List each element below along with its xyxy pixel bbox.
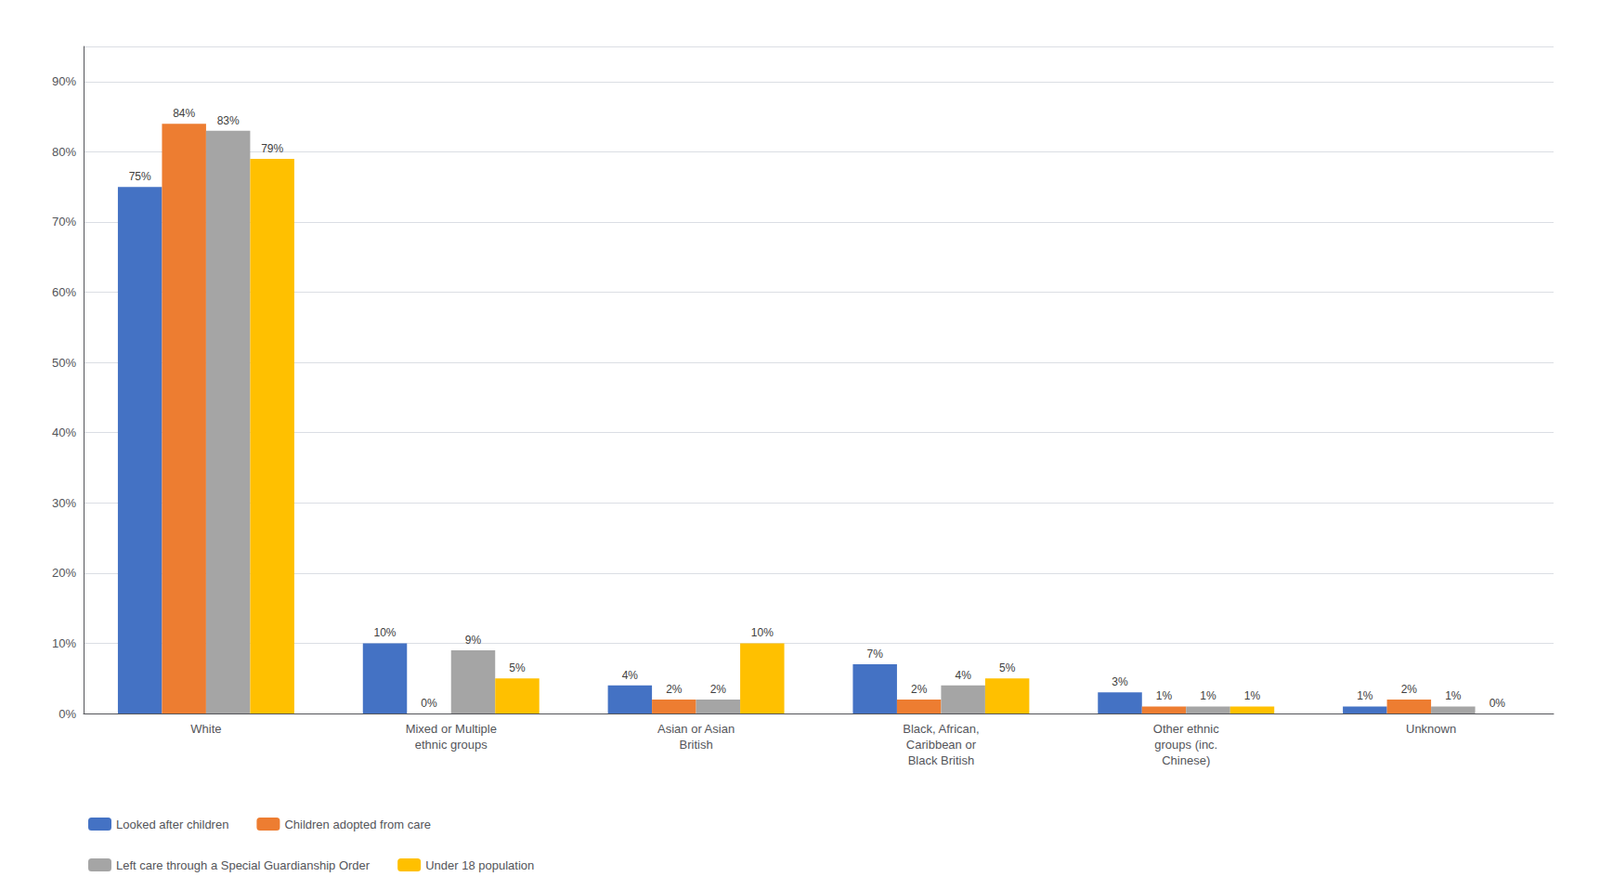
svg-text:1%: 1% (1356, 689, 1374, 703)
svg-text:79%: 79% (260, 142, 284, 156)
svg-text:Looked after children: Looked after children (116, 817, 229, 832)
svg-text:2%: 2% (665, 682, 683, 696)
svg-text:5%: 5% (508, 661, 526, 675)
svg-text:Mixed or Multiple: Mixed or Multiple (405, 721, 497, 736)
svg-text:83%: 83% (217, 114, 240, 128)
svg-text:50%: 50% (52, 355, 77, 370)
svg-text:80%: 80% (52, 144, 77, 159)
svg-text:Unknown: Unknown (1405, 721, 1457, 736)
svg-text:5%: 5% (999, 661, 1016, 675)
svg-text:1%: 1% (1244, 689, 1262, 703)
svg-text:20%: 20% (52, 565, 77, 580)
svg-text:10%: 10% (52, 636, 77, 651)
svg-text:Asian or Asian: Asian or Asian (657, 721, 735, 736)
svg-text:2%: 2% (710, 682, 728, 696)
svg-text:Children adopted from care: Children adopted from care (284, 817, 431, 832)
svg-text:Caribbean or: Caribbean or (906, 737, 977, 752)
svg-text:40%: 40% (52, 425, 77, 440)
svg-text:84%: 84% (172, 106, 196, 120)
svg-text:2%: 2% (910, 682, 928, 696)
svg-text:Black British: Black British (908, 753, 976, 768)
svg-text:Other ethnic: Other ethnic (1153, 721, 1220, 736)
svg-text:0%: 0% (58, 706, 77, 721)
svg-text:White: White (190, 721, 222, 736)
svg-text:3%: 3% (1111, 675, 1129, 689)
svg-text:4%: 4% (954, 668, 972, 682)
svg-text:0%: 0% (1489, 696, 1507, 710)
svg-text:60%: 60% (52, 285, 77, 300)
svg-text:2%: 2% (1401, 682, 1418, 696)
svg-text:Chinese): Chinese) (1161, 753, 1210, 768)
svg-text:10%: 10% (751, 625, 774, 639)
svg-text:1%: 1% (1444, 689, 1462, 703)
svg-text:75%: 75% (129, 169, 152, 183)
svg-text:9%: 9% (465, 633, 482, 647)
svg-text:ethnic groups: ethnic groups (415, 737, 489, 752)
svg-text:Black, African,: Black, African, (902, 721, 979, 736)
svg-text:Under 18 population: Under 18 population (425, 858, 534, 872)
svg-text:90%: 90% (52, 74, 77, 89)
svg-text:groups (inc.: groups (inc. (1154, 737, 1218, 752)
svg-text:7%: 7% (867, 647, 885, 661)
svg-text:1%: 1% (1199, 689, 1217, 703)
svg-text:British: British (679, 737, 714, 752)
svg-text:0%: 0% (420, 696, 438, 710)
svg-text:70%: 70% (52, 214, 77, 229)
svg-text:1%: 1% (1156, 689, 1173, 703)
svg-text:10%: 10% (373, 625, 396, 639)
svg-text:30%: 30% (52, 495, 77, 510)
svg-text:Left care through a Special Gu: Left care through a Special Guardianship… (116, 858, 371, 872)
svg-text:4%: 4% (622, 668, 639, 682)
